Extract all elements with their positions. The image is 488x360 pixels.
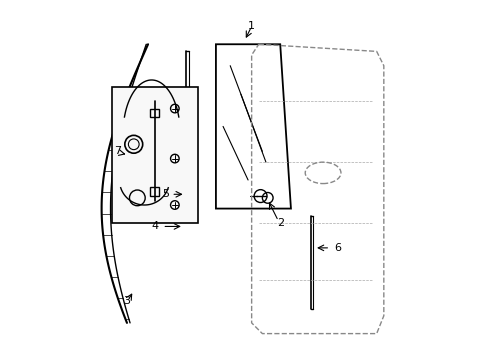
Bar: [112, 87, 198, 223]
Bar: [149, 109, 159, 117]
Text: 1: 1: [247, 21, 255, 31]
Text: 5: 5: [162, 189, 169, 199]
Text: 2: 2: [276, 218, 283, 228]
Bar: [149, 187, 159, 196]
Text: 4: 4: [151, 221, 159, 231]
Text: 3: 3: [123, 296, 130, 306]
Text: 7: 7: [114, 147, 121, 157]
Text: 6: 6: [333, 243, 340, 253]
